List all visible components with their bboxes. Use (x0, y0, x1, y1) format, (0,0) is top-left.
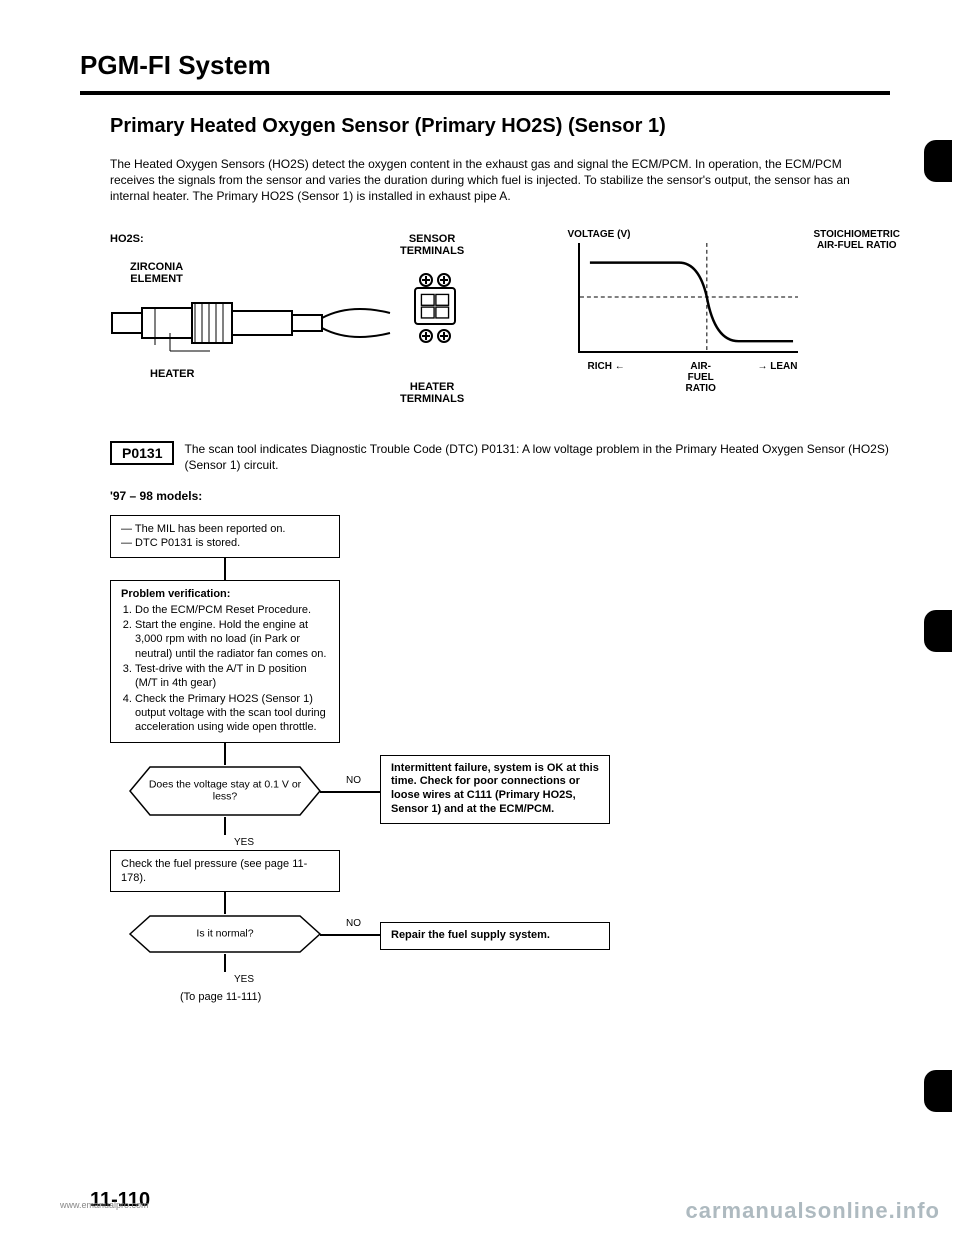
yes-label: YES (234, 974, 710, 985)
sensor-terminals-label: SENSOR TERMINALS (400, 233, 464, 257)
yes-label: YES (234, 837, 710, 848)
watermark-left: www.emanualpro.com (60, 1200, 149, 1210)
system-title: PGM-FI System (80, 50, 890, 81)
decision-2-text: Is it normal? (138, 928, 312, 941)
sensor-body-drawing (110, 293, 410, 353)
intro-paragraph: The Heated Oxygen Sensors (HO2S) detect … (110, 156, 880, 205)
decision-1-text: Does the voltage stay at 0.1 V or less? (138, 778, 312, 803)
check-fuel-box: Check the fuel pressure (see page 11-178… (110, 850, 340, 893)
flow-line (224, 954, 226, 972)
verification-list: Do the ECM/PCM Reset Procedure. Start th… (135, 603, 329, 735)
models-label: '97 – 98 models: (110, 489, 890, 503)
diagram-row: HO2S: ZIRCONIA ELEMENT SENSOR TERMINALS (110, 233, 890, 413)
connector-box (414, 287, 456, 325)
verification-step: Check the Primary HO2S (Sensor 1) output… (135, 692, 329, 735)
page-tab (924, 1070, 952, 1112)
flow-line (224, 558, 226, 580)
flow-line (224, 817, 226, 835)
verification-step: Test-drive with the A/T in D position (M… (135, 662, 329, 691)
repair-fuel-box: Repair the fuel supply system. (380, 922, 610, 950)
page-tab (924, 140, 952, 182)
connector-drawing (410, 273, 460, 363)
ho2s-label: HO2S: (110, 233, 144, 245)
verification-step: Start the engine. Hold the engine at 3,0… (135, 618, 329, 661)
heater-terminal-circles (410, 329, 460, 343)
x-lean-label: → LEAN (758, 361, 798, 372)
verification-step: Do the ECM/PCM Reset Procedure. (135, 603, 329, 617)
y-axis-label: VOLTAGE (V) (568, 229, 631, 240)
manual-page: PGM-FI System Primary Heated Oxygen Sens… (0, 0, 960, 1033)
decision-1-row: Does the voltage stay at 0.1 V or less? … (110, 765, 710, 817)
dtc-code-box: P0131 (110, 441, 174, 465)
sensor-terminal-circles (410, 273, 460, 287)
no-line (320, 934, 380, 936)
no-line (320, 791, 380, 793)
heater-terminals-label: HEATER TERMINALS (400, 381, 464, 405)
decision-1: Does the voltage stay at 0.1 V or less? (110, 765, 340, 817)
voltage-chart: VOLTAGE (V) STOICHIOMETRIC AIR-FUEL RATI… (578, 233, 891, 413)
watermark-right: carmanualsonline.info (686, 1198, 941, 1224)
flowchart: — The MIL has been reported on. — DTC P0… (110, 515, 710, 1003)
dtc-description: The scan tool indicates Diagnostic Troub… (184, 441, 890, 473)
heater-label: HEATER (150, 368, 194, 380)
zirconia-label: ZIRCONIA ELEMENT (130, 261, 183, 285)
page-tab (924, 610, 952, 652)
sensor-diagram: HO2S: ZIRCONIA ELEMENT SENSOR TERMINALS (110, 233, 548, 413)
chart-curve (580, 243, 798, 351)
decision-2-row: Is it normal? NO Repair the fuel supply … (110, 914, 710, 954)
flow-verification-box: Problem verification: Do the ECM/PCM Res… (110, 580, 340, 743)
verification-title: Problem verification: (121, 587, 329, 601)
chart-axes (578, 243, 798, 353)
divider (80, 91, 890, 95)
no-label: NO (346, 775, 361, 786)
flow-line (224, 743, 226, 765)
curve-label: STOICHIOMETRIC AIR-FUEL RATIO (814, 229, 900, 251)
dtc-row: P0131 The scan tool indicates Diagnostic… (110, 441, 890, 473)
intermittent-box: Intermittent failure, system is OK at th… (380, 755, 610, 824)
to-page-ref: (To page 11-111) (180, 991, 710, 1003)
section-title: Primary Heated Oxygen Sensor (Primary HO… (110, 115, 890, 138)
flow-start-box: — The MIL has been reported on. — DTC P0… (110, 515, 340, 558)
x-center-label: AIR- FUEL RATIO (686, 361, 716, 394)
x-rich-label: RICH ← (588, 361, 625, 372)
flow-line (224, 892, 226, 914)
no-label: NO (346, 918, 361, 929)
decision-2: Is it normal? (110, 914, 340, 954)
